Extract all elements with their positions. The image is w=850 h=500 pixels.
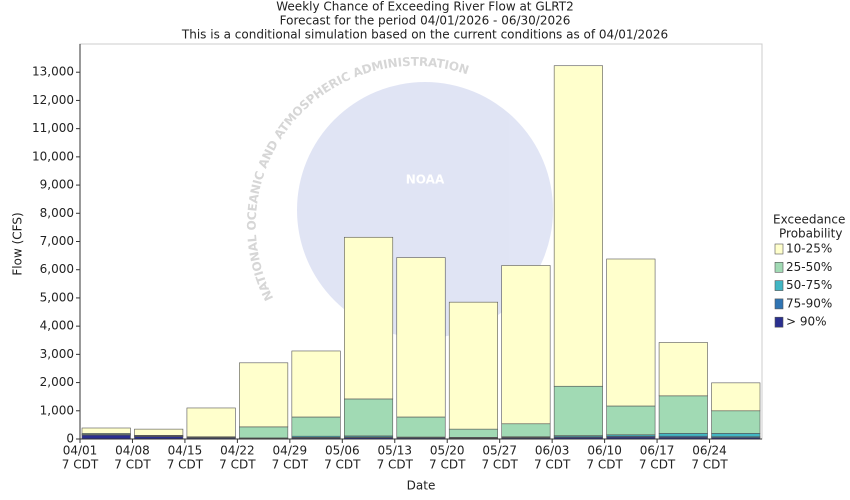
bar-segment xyxy=(134,428,184,436)
bar-segment xyxy=(658,433,708,437)
y-tick-label: 5,000 xyxy=(40,290,74,304)
x-tick-label: 7 CDT xyxy=(324,458,361,472)
x-tick-label: 06/24 xyxy=(692,444,727,458)
legend-title: Probability xyxy=(779,227,842,241)
y-tick-label: 6,000 xyxy=(40,262,74,276)
x-tick-label: 7 CDT xyxy=(167,458,204,472)
chart-title: Weekly Chance of Exceeding River Flow at… xyxy=(276,0,573,14)
x-tick-label: 7 CDT xyxy=(272,458,309,472)
legend-swatch xyxy=(774,316,784,328)
x-tick-label: 7 CDT xyxy=(429,458,466,472)
y-tick-label: 13,000 xyxy=(32,65,74,79)
x-tick-label: 04/29 xyxy=(273,444,308,458)
bar-segment xyxy=(448,301,498,430)
legend-swatch xyxy=(774,298,784,310)
bar-segment xyxy=(501,265,551,425)
x-tick-label: 04/22 xyxy=(220,444,255,458)
x-tick-label: 7 CDT xyxy=(377,458,414,472)
x-tick-label: 7 CDT xyxy=(219,458,256,472)
x-tick-label: 05/13 xyxy=(377,444,412,458)
legend-label: 10-25% xyxy=(786,242,832,256)
x-tick-label: 06/17 xyxy=(640,444,675,458)
legend-label: 50-75% xyxy=(786,278,832,292)
y-tick-label: 10,000 xyxy=(32,149,74,163)
bar-segment xyxy=(658,342,708,397)
watermark-logo: NOAA xyxy=(406,173,445,187)
bar-segment xyxy=(291,350,341,418)
bar-segment xyxy=(553,385,603,436)
bar-segment xyxy=(186,407,236,438)
x-tick-label: 7 CDT xyxy=(114,458,151,472)
x-tick-label: 7 CDT xyxy=(534,458,571,472)
x-tick-label: 7 CDT xyxy=(481,458,518,472)
legend-label: > 90% xyxy=(786,315,827,329)
x-tick-label: 06/03 xyxy=(535,444,570,458)
bar-segment xyxy=(711,410,761,434)
y-tick-label: 3,000 xyxy=(40,347,74,361)
bar-segment xyxy=(81,427,131,434)
y-tick-label: 12,000 xyxy=(32,93,74,107)
bar-segment xyxy=(291,416,341,437)
bar-segment xyxy=(658,395,708,434)
x-tick-label: 7 CDT xyxy=(691,458,728,472)
y-tick-label: 2,000 xyxy=(40,375,74,389)
y-tick-label: 1,000 xyxy=(40,403,74,417)
x-tick-label: 04/01 xyxy=(63,444,98,458)
bar-segment xyxy=(81,434,131,440)
x-tick-label: 04/15 xyxy=(168,444,203,458)
y-tick-label: 11,000 xyxy=(32,121,74,135)
legend-title: Exceedance xyxy=(773,213,845,227)
x-tick-label: 05/20 xyxy=(430,444,465,458)
legend-label: 25-50% xyxy=(786,260,832,274)
x-tick-label: 05/06 xyxy=(325,444,360,458)
x-tick-label: 7 CDT xyxy=(639,458,676,472)
y-tick-label: 8,000 xyxy=(40,206,74,220)
x-tick-label: 05/27 xyxy=(482,444,517,458)
bar-segment xyxy=(606,258,656,407)
bar-segment xyxy=(344,236,394,400)
x-tick-label: 7 CDT xyxy=(586,458,623,472)
legend-swatch xyxy=(774,261,784,273)
bar-segment xyxy=(396,416,446,438)
y-tick-label: 9,000 xyxy=(40,178,74,192)
bar-segment xyxy=(606,405,656,436)
bar-segment xyxy=(711,433,761,438)
y-tick-label: 7,000 xyxy=(40,234,74,248)
bar-segment xyxy=(239,362,289,428)
bar-segment xyxy=(239,426,289,439)
x-tick-label: 7 CDT xyxy=(62,458,99,472)
x-axis-label: Date xyxy=(407,479,436,493)
bar-segment xyxy=(711,382,761,412)
bar-segment xyxy=(344,398,394,437)
bar-segment xyxy=(448,428,498,438)
legend-label: 75-90% xyxy=(786,296,832,310)
legend-swatch xyxy=(774,280,784,291)
x-tick-label: 04/08 xyxy=(115,444,150,458)
bar-segment xyxy=(501,423,551,438)
legend-swatch xyxy=(774,243,784,255)
bar-segment xyxy=(396,257,446,418)
bar-segment xyxy=(553,65,603,387)
x-tick-label: 06/10 xyxy=(587,444,622,458)
y-axis-label: Flow (CFS) xyxy=(11,212,25,275)
chart-subtitle: Forecast for the period 04/01/2026 - 06/… xyxy=(280,14,571,28)
chart-subtitle: This is a conditional simulation based o… xyxy=(181,28,668,42)
y-tick-label: 4,000 xyxy=(40,319,74,333)
y-tick-label: 0 xyxy=(66,432,74,446)
